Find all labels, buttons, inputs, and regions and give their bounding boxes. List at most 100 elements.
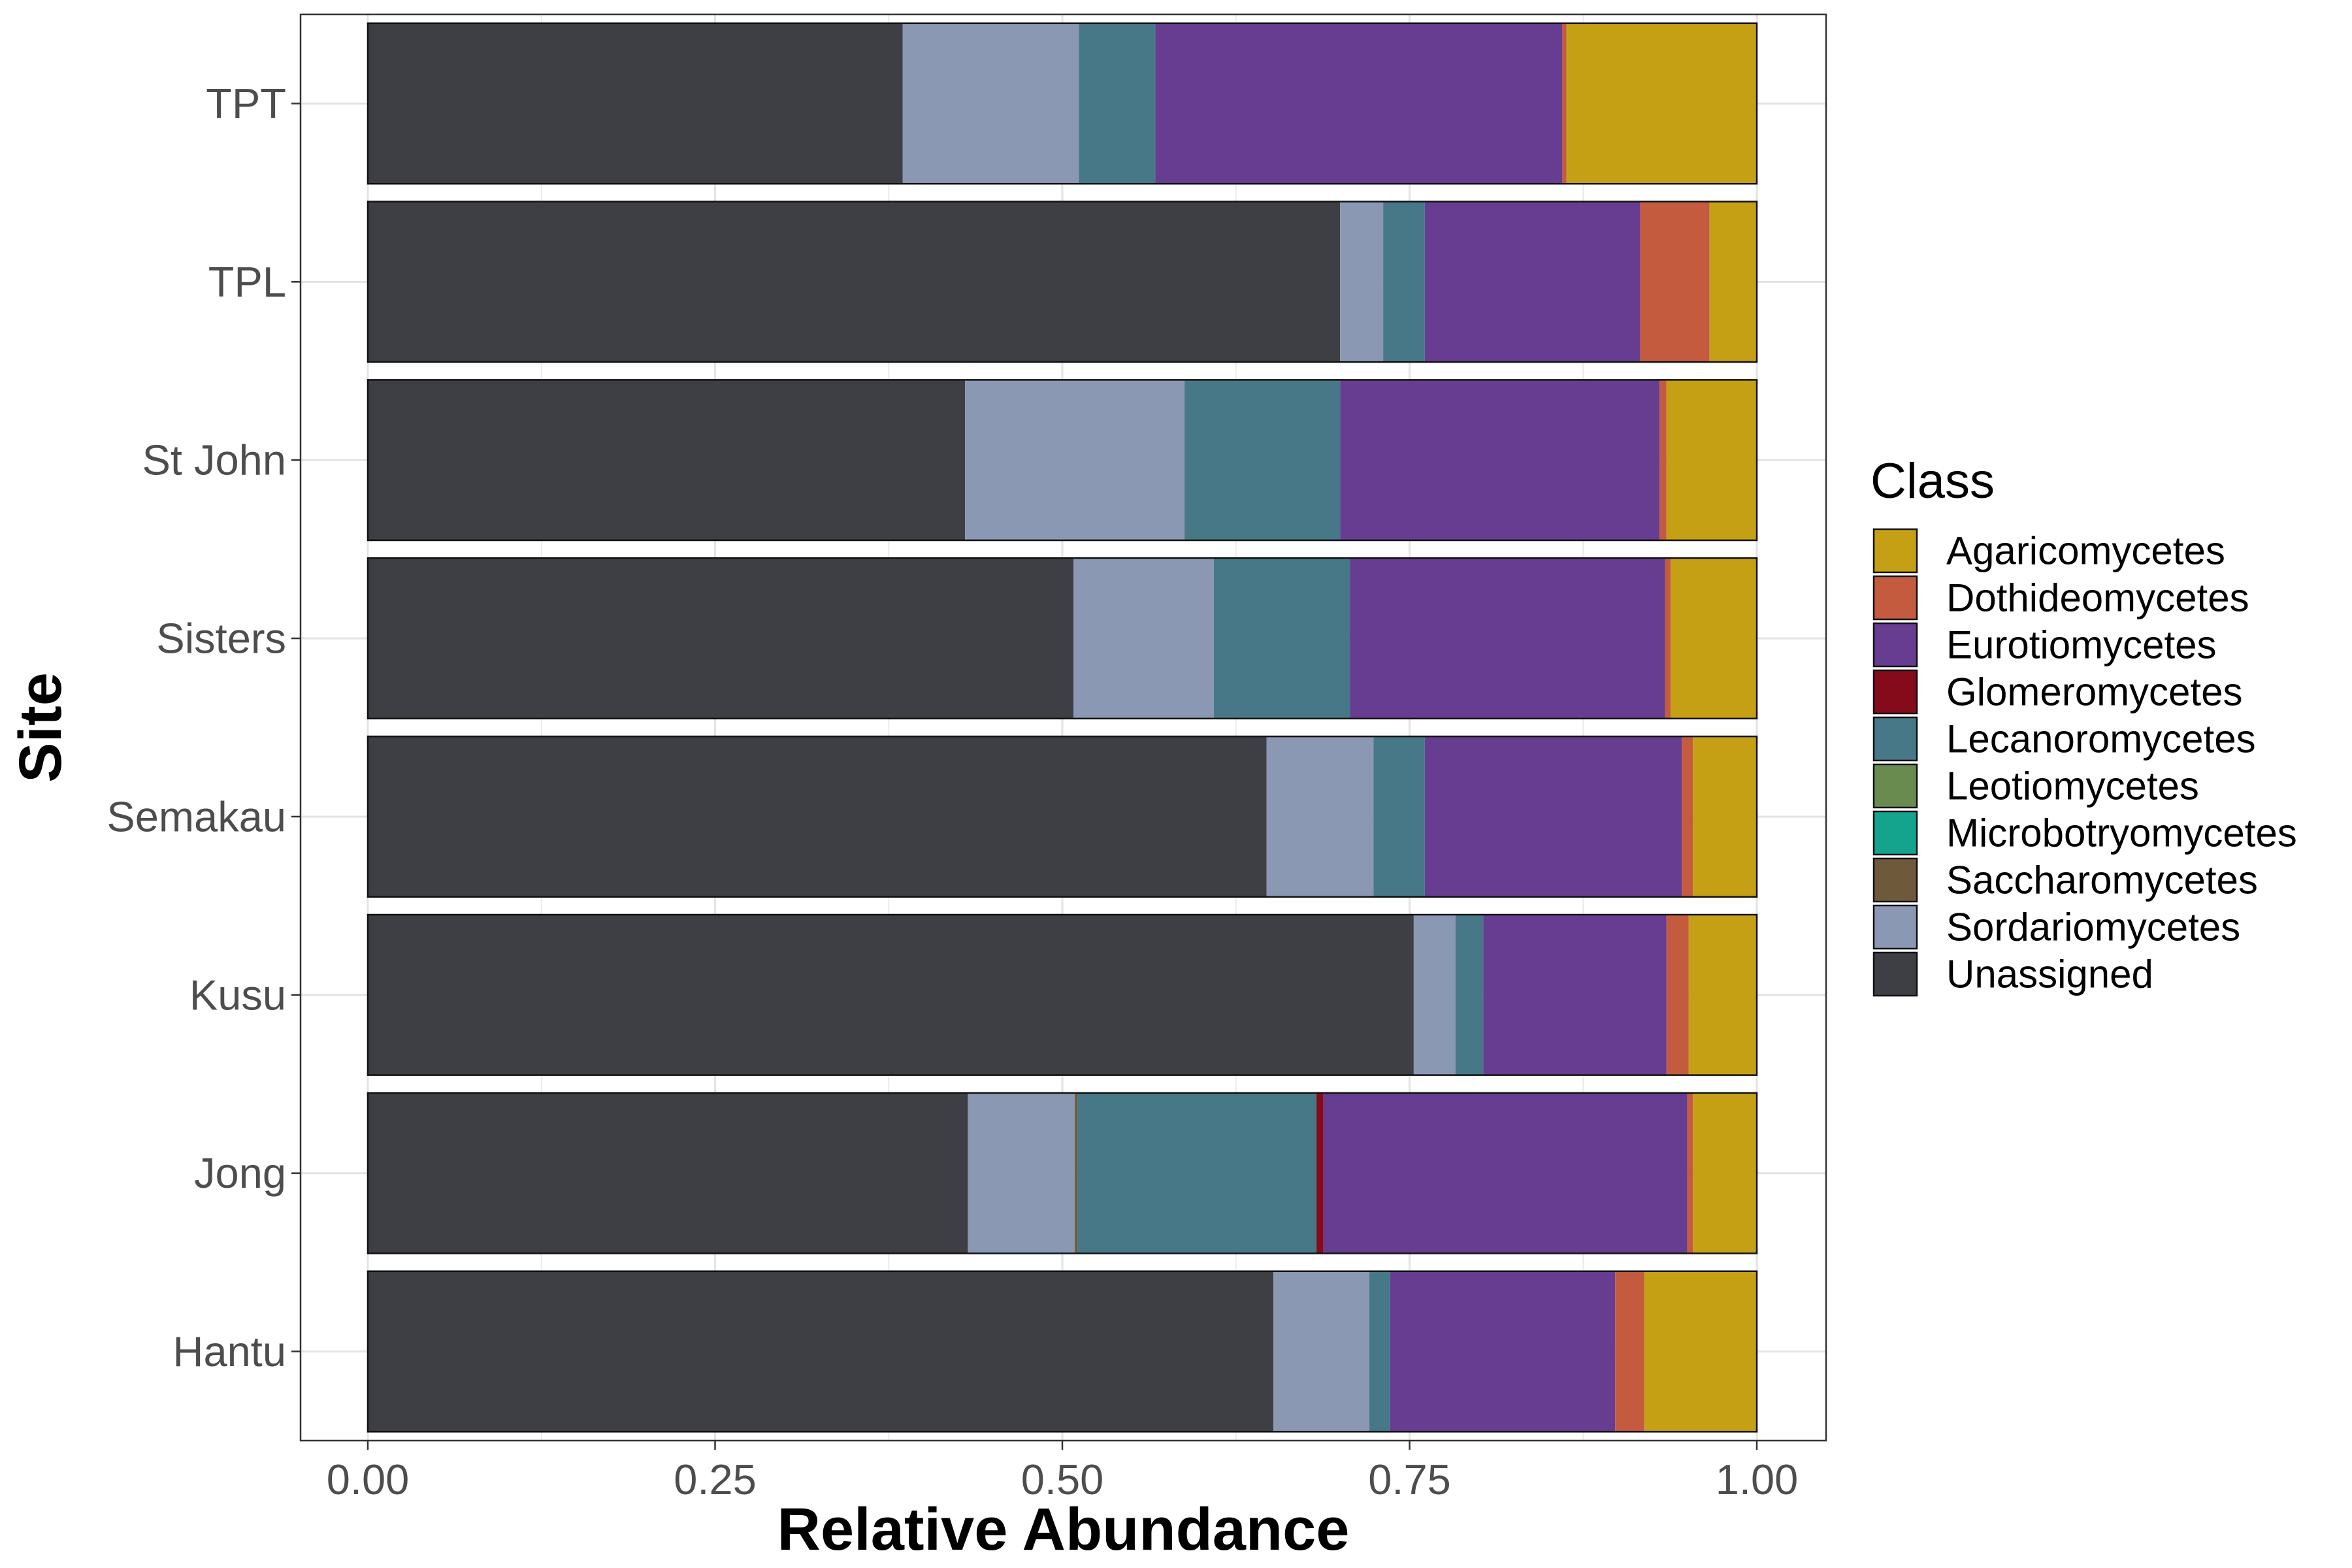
- legend-key: [1872, 622, 1918, 668]
- bar-segment-lecanoromycetes: [1369, 1271, 1390, 1432]
- bar-segment-sordariomycetes: [968, 1092, 1075, 1254]
- bar-segment-agaricomycetes: [1666, 380, 1757, 540]
- bar-segment-dothideomycetes: [1659, 380, 1667, 540]
- bar-outline: [367, 735, 1758, 898]
- bar-outline: [367, 201, 1758, 363]
- panel-border: [299, 13, 1827, 1442]
- legend-title: Class: [1870, 453, 1995, 509]
- y-tick-label: Sisters: [156, 615, 286, 662]
- bar-segment-sordariomycetes: [1273, 1271, 1369, 1432]
- bar-segment-sordariomycetes: [965, 380, 1185, 540]
- bar-outline: [367, 913, 1758, 1076]
- bar-segment-unassigned: [368, 1092, 968, 1254]
- bar-segment-eurotiomycetes: [1340, 380, 1660, 540]
- bar-segment-unassigned: [368, 23, 903, 184]
- y-tick-label: Hantu: [173, 1328, 286, 1375]
- bar-segment-lecanoromycetes: [1184, 380, 1341, 540]
- legend-label: Agaricomycetes: [1946, 529, 2225, 573]
- bar-segment-dothideomycetes: [1640, 201, 1710, 363]
- bar-segment-unassigned: [368, 201, 1341, 363]
- legend-label: Leotiomycetes: [1946, 764, 2199, 808]
- bar-segment-agaricomycetes: [1688, 915, 1757, 1075]
- bar-segment-dothideomycetes: [1562, 23, 1567, 184]
- legend-key: [1872, 810, 1918, 856]
- bar-segment-agaricomycetes: [1693, 1092, 1757, 1254]
- bar-segment-lecanoromycetes: [1077, 1092, 1317, 1254]
- y-axis: TPT TPL St John Sisters Semakau Kusu Jong Hantu: [106, 80, 301, 1375]
- legend-label: Saccharomycetes: [1946, 858, 2258, 902]
- legend-label: Sordariomycetes: [1946, 906, 2240, 949]
- bar-segment-eurotiomycetes: [1424, 736, 1682, 897]
- legend: Class AgaricomycetesDothideomycetesEurot…: [1870, 453, 2297, 997]
- bar-segment-unassigned: [368, 558, 1074, 719]
- x-tick-label: 0.75: [1368, 1456, 1451, 1503]
- bar-segment-lecanoromycetes: [1079, 23, 1156, 184]
- bar-outline: [367, 22, 1758, 185]
- legend-label: Glomeromycetes: [1946, 670, 2242, 714]
- y-tick-label: Jong: [194, 1149, 286, 1197]
- bar-segment-eurotiomycetes: [1483, 915, 1667, 1075]
- bar-segment-dothideomycetes: [1682, 736, 1693, 897]
- legend-key: [1872, 528, 1918, 574]
- legend-label: Microbotryomycetes: [1946, 811, 2297, 855]
- bar-segment-agaricomycetes: [1671, 558, 1757, 719]
- bar-segment-sordariomycetes: [1340, 201, 1384, 363]
- legend-key: [1872, 951, 1918, 997]
- x-tick-label: 1.00: [1716, 1456, 1799, 1503]
- x-axis: 0.00 0.25 0.50 0.75 1.00: [327, 1441, 1799, 1503]
- bar-segment-eurotiomycetes: [1350, 558, 1665, 719]
- legend-key: [1872, 904, 1918, 950]
- legend-key: [1872, 857, 1918, 903]
- bar-segment-eurotiomycetes: [1424, 201, 1641, 363]
- x-tick-label: 0.00: [327, 1456, 410, 1503]
- bar-outline: [367, 557, 1758, 720]
- bar-outline: [367, 1092, 1758, 1254]
- bar-segment-unassigned: [368, 1271, 1274, 1432]
- legend-label: Eurotiomycetes: [1946, 623, 2217, 667]
- legend-key: [1872, 716, 1918, 762]
- legend-label: Lecanoromycetes: [1946, 717, 2256, 761]
- bar-segment-lecanoromycetes: [1213, 558, 1350, 719]
- bar-outline: [367, 1270, 1758, 1433]
- y-tick-label: Kusu: [189, 971, 286, 1019]
- bar-segment-eurotiomycetes: [1323, 1092, 1688, 1254]
- bar-segment-unassigned: [368, 915, 1414, 1075]
- legend-key: [1872, 669, 1918, 715]
- bar-segment-eurotiomycetes: [1390, 1271, 1616, 1432]
- y-axis-title: Site: [7, 672, 74, 783]
- bar-segment-lecanoromycetes: [1455, 915, 1484, 1075]
- bar-segment-sordariomycetes: [1073, 558, 1214, 719]
- legend-label: Unassigned: [1946, 953, 2153, 996]
- bar-segment-dothideomycetes: [1687, 1092, 1693, 1254]
- bar-segment-dothideomycetes: [1666, 915, 1689, 1075]
- bar-segment-unassigned: [368, 380, 966, 540]
- bar-segment-agaricomycetes: [1644, 1271, 1757, 1432]
- bar-segment-glomeromycetes: [1316, 1092, 1324, 1254]
- bar-segment-agaricomycetes: [1566, 23, 1757, 184]
- bar-segment-lecanoromycetes: [1383, 201, 1425, 363]
- x-tick-label: 0.50: [1021, 1456, 1104, 1503]
- bar-segment-sordariomycetes: [1266, 736, 1374, 897]
- bar-segment-sordariomycetes: [1413, 915, 1456, 1075]
- y-tick-label: Semakau: [106, 792, 286, 840]
- bars: [367, 22, 1758, 1433]
- bar-outline: [367, 379, 1758, 542]
- y-tick-label: St John: [142, 436, 286, 484]
- legend-label: Dothideomycetes: [1946, 576, 2249, 620]
- y-tick-label: TPL: [208, 258, 286, 306]
- bar-segment-saccharomycetes: [1075, 1092, 1078, 1254]
- legend-key: [1872, 763, 1918, 809]
- x-tick-label: 0.25: [674, 1456, 757, 1503]
- bar-segment-agaricomycetes: [1709, 201, 1757, 363]
- legend-key: [1872, 575, 1918, 621]
- bar-segment-eurotiomycetes: [1155, 23, 1563, 184]
- bar-segment-unassigned: [368, 736, 1267, 897]
- bar-segment-dothideomycetes: [1615, 1271, 1644, 1432]
- bar-segment-sordariomycetes: [902, 23, 1079, 184]
- bar-segment-dothideomycetes: [1665, 558, 1671, 719]
- y-tick-label: TPT: [206, 80, 286, 127]
- bar-segment-lecanoromycetes: [1373, 736, 1425, 897]
- bar-segment-agaricomycetes: [1693, 736, 1757, 897]
- x-axis-title: Relative Abundance: [777, 1496, 1350, 1563]
